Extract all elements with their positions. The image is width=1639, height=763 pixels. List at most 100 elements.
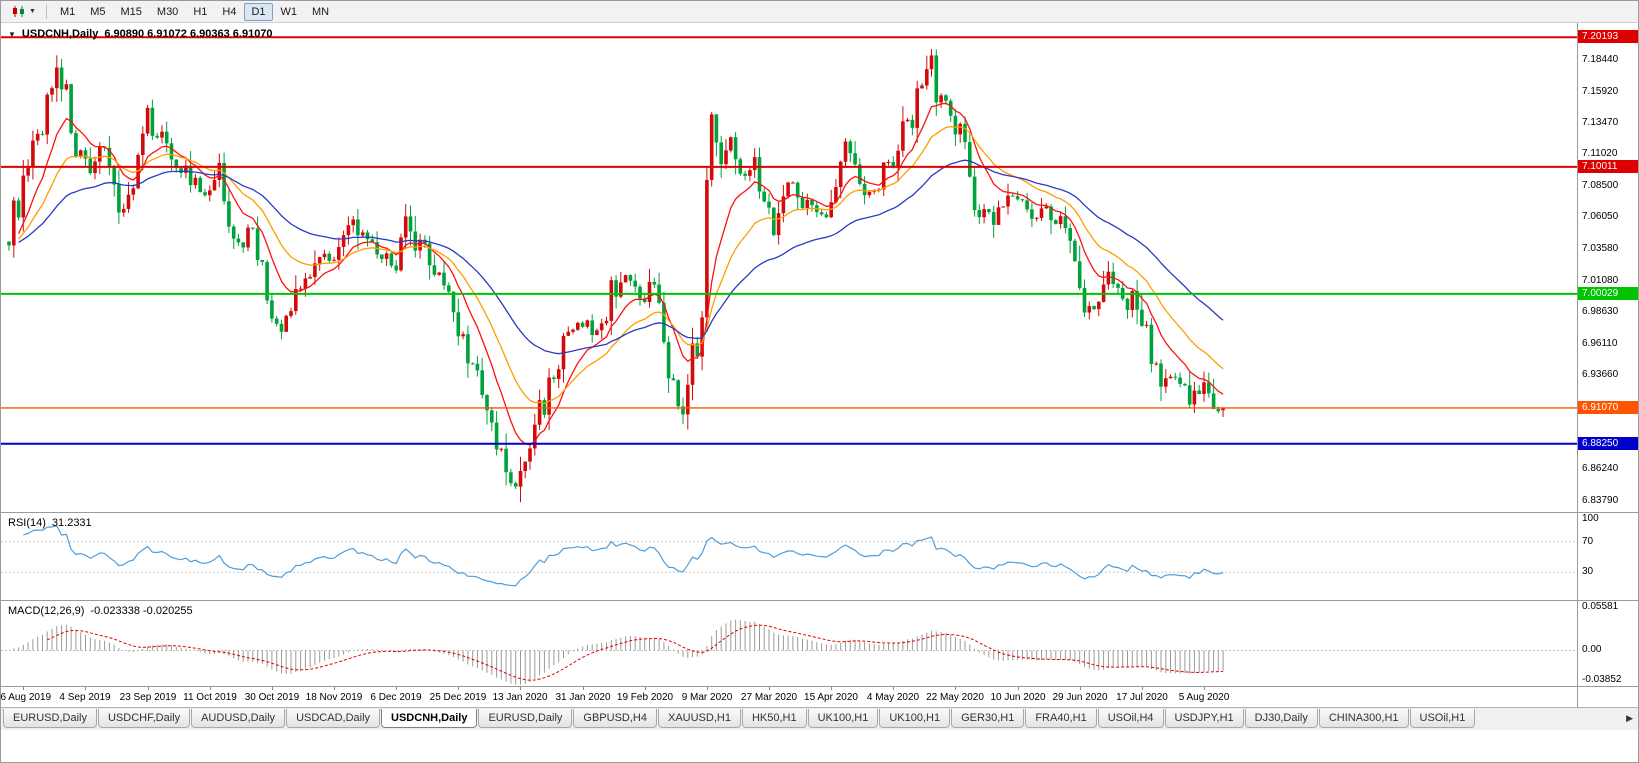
tab-hk50-h1[interactable]: HK50,H1 [741, 709, 807, 728]
tab-uk100-h1[interactable]: UK100,H1 [807, 709, 879, 728]
tab-eurusd-daily[interactable]: EURUSD,Daily [3, 709, 97, 728]
date-label: 4 May 2020 [866, 692, 920, 703]
price-badge: 7.10011 [1578, 160, 1638, 173]
timeframe-m1-button[interactable]: M1 [53, 3, 82, 21]
tab-dj30-daily[interactable]: DJ30,Daily [1244, 709, 1318, 728]
tab-ger30-h1[interactable]: GER30,H1 [951, 709, 1025, 728]
rsi-chart[interactable] [1, 513, 1577, 600]
tab-fra40-h1[interactable]: FRA40,H1 [1025, 709, 1097, 728]
date-label: 13 Jan 2020 [492, 692, 548, 703]
date-tick-mark [210, 687, 211, 690]
date-tick-mark [334, 687, 335, 690]
tab-usdchf-daily[interactable]: USDCHF,Daily [97, 709, 191, 728]
date-label: 30 Oct 2019 [244, 692, 300, 703]
macd-indicator-panel[interactable]: MACD(12,26,9) -0.023338 -0.020255 [1, 601, 1577, 687]
date-tick-mark [583, 687, 584, 690]
tab-usoil-h4[interactable]: USOil,H4 [1097, 709, 1164, 728]
price-tick: 7.06050 [1582, 211, 1619, 222]
price-axis[interactable]: 7.18440 7.15920 7.13470 7.11020 7.08500 7.060… [1578, 23, 1638, 513]
date-label: 22 May 2020 [926, 692, 984, 703]
price-tick: 7.13470 [1582, 117, 1619, 128]
tab-scroll-right-icon[interactable]: ▶ [1626, 713, 1633, 723]
macd-name: MACD(12,26,9) [8, 605, 85, 617]
tab-gbpusd-h4[interactable]: GBPUSD,H4 [573, 709, 657, 728]
macd-axis[interactable]: 0.05581 0.00 -0.03852 [1578, 601, 1638, 687]
timeframe-h1-button[interactable]: H1 [186, 3, 214, 21]
price-tick: 7.18440 [1582, 54, 1619, 65]
price-tick: 6.83790 [1582, 495, 1619, 506]
price-tick: 7.01080 [1582, 275, 1619, 286]
timeframe-m15-button[interactable]: M15 [114, 3, 149, 21]
tab-usdcad-daily[interactable]: USDCAD,Daily [286, 709, 381, 728]
date-tick-mark [1204, 687, 1205, 690]
chart-ohlc-values: 6.90890 6.91072 6.90363 6.91070 [104, 28, 273, 40]
price-axis-column: 7.18440 7.15920 7.13470 7.11020 7.08500 7.060… [1577, 23, 1638, 707]
date-tick-mark [396, 687, 397, 690]
macd-chart[interactable] [1, 601, 1577, 686]
rsi-tick: 70 [1582, 536, 1594, 547]
timeframe-w1-button[interactable]: W1 [274, 3, 305, 21]
price-tick: 7.11020 [1582, 148, 1618, 159]
date-label: 16 Aug 2019 [0, 692, 52, 703]
chart-symbol-label: USDCNH,Daily [21, 28, 99, 40]
candlestick-chart[interactable] [1, 23, 1577, 512]
chart-type-button[interactable]: ▼ [7, 4, 40, 19]
date-label: 31 Jan 2020 [555, 692, 611, 703]
price-tick: 6.86240 [1582, 463, 1619, 474]
tab-xauusd-h1[interactable]: XAUUSD,H1 [657, 709, 741, 728]
rsi-axis[interactable]: 100 70 30 [1578, 513, 1638, 601]
date-label: 23 Sep 2019 [119, 692, 177, 703]
tab-eurusd-daily[interactable]: EURUSD,Daily [478, 709, 573, 728]
date-label: 19 Feb 2020 [616, 692, 674, 703]
price-tick: 7.08500 [1582, 180, 1619, 191]
rsi-name: RSI(14) [8, 517, 46, 529]
date-tick-mark [23, 687, 24, 690]
macd-tick: 0.05581 [1582, 601, 1619, 612]
date-tick-mark [272, 687, 273, 690]
date-tick-mark [458, 687, 459, 690]
dropdown-arrow-icon: ▼ [29, 8, 36, 15]
timeframe-m30-button[interactable]: M30 [150, 3, 185, 21]
date-axis[interactable]: 16 Aug 2019 4 Sep 2019 23 Sep 2019 11 Oct 2… [1, 687, 1577, 707]
main-price-panel[interactable]: ▼ USDCNH,Daily 6.90890 6.91072 6.90363 6… [1, 23, 1577, 513]
price-badge: 6.88250 [1578, 437, 1638, 450]
date-label: 11 Oct 2019 [183, 692, 237, 703]
date-tick-mark [893, 687, 894, 690]
timeframe-m5-button[interactable]: M5 [83, 3, 112, 21]
tab-uk100-h1[interactable]: UK100,H1 [879, 709, 951, 728]
date-tick-mark [85, 687, 86, 690]
macd-current-values: -0.023338 -0.020255 [90, 605, 193, 617]
rsi-current-value: 31.2331 [51, 517, 92, 529]
timeframe-toolbar: ▼ M1 M5 M15 M30 H1 H4 D1 W1 MN [1, 1, 1638, 23]
date-tick-mark [831, 687, 832, 690]
tab-usdcnh-daily[interactable]: USDCNH,Daily [381, 709, 478, 728]
timeframe-d1-button[interactable]: D1 [244, 2, 273, 21]
date-label: 15 Apr 2020 [804, 692, 858, 703]
candlestick-chart-icon [13, 6, 24, 17]
tab-usoil-h1[interactable]: USOil,H1 [1409, 709, 1476, 728]
timeframe-buttons-group: M1 M5 M15 M30 H1 H4 D1 W1 MN [53, 2, 336, 21]
date-label: 6 Dec 2019 [370, 692, 422, 703]
date-tick-mark [707, 687, 708, 690]
rsi-tick: 30 [1582, 566, 1594, 577]
price-badge: 7.20193 [1578, 30, 1638, 43]
rsi-indicator-panel[interactable]: RSI(14) 31.2331 [1, 513, 1577, 601]
timeframe-mn-button[interactable]: MN [305, 3, 336, 21]
price-tick: 6.93660 [1582, 369, 1619, 380]
timeframe-h4-button[interactable]: H4 [215, 3, 243, 21]
price-tick: 6.98630 [1582, 306, 1619, 317]
tab-usdjpy-h1[interactable]: USDJPY,H1 [1164, 709, 1244, 728]
tab-china300-h1[interactable]: CHINA300,H1 [1318, 709, 1409, 728]
date-label: 9 Mar 2020 [681, 692, 733, 703]
collapse-arrow-icon[interactable]: ▼ [8, 29, 16, 39]
date-tick-mark [1142, 687, 1143, 690]
price-tick: 6.96110 [1582, 338, 1618, 349]
date-label: 5 Aug 2020 [1178, 692, 1230, 703]
date-tick-mark [645, 687, 646, 690]
date-label: 4 Sep 2019 [59, 692, 111, 703]
rsi-tick: 100 [1582, 513, 1599, 524]
chart-area: ▼ USDCNH,Daily 6.90890 6.91072 6.90363 6… [1, 23, 1638, 707]
date-tick-mark [148, 687, 149, 690]
tab-audusd-daily[interactable]: AUDUSD,Daily [191, 709, 286, 728]
